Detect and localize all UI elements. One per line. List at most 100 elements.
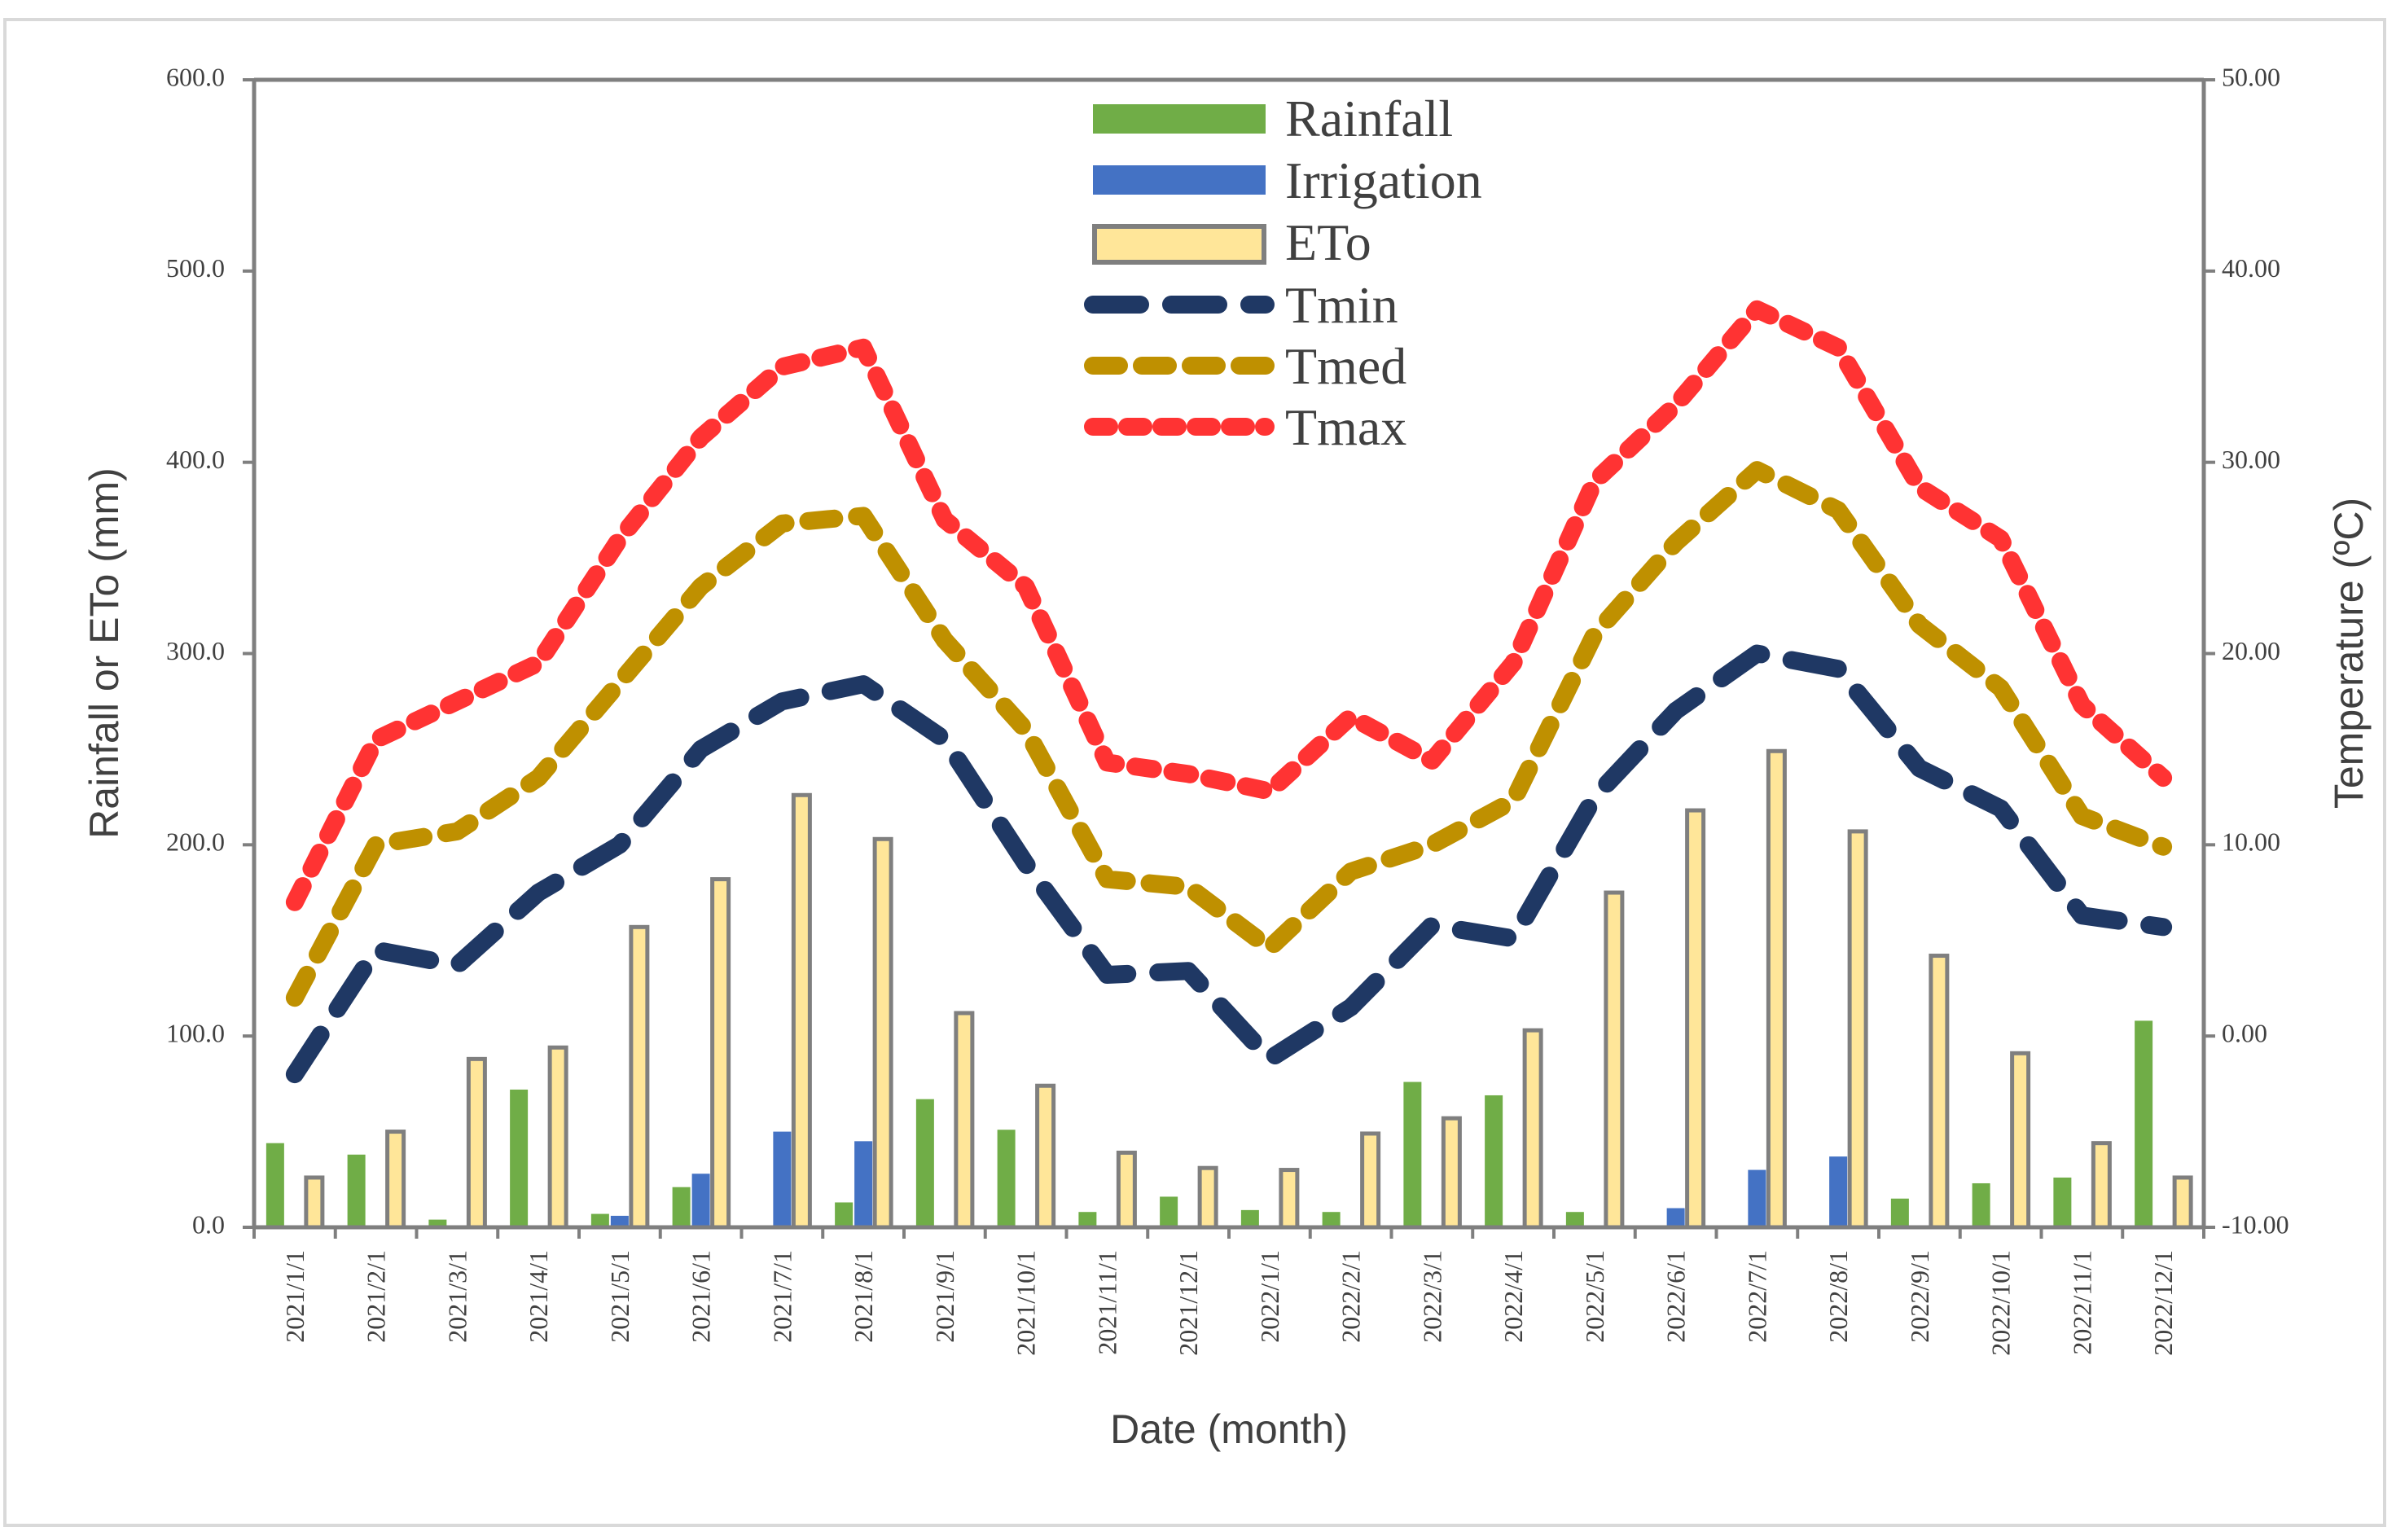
right-tick-label: 20.00 [2222, 636, 2280, 665]
x-tick-label: 2021/8/1 [849, 1250, 878, 1343]
x-tick-label: 2021/5/1 [605, 1250, 634, 1343]
legend-rainfall-label: Rainfall [1285, 90, 1453, 147]
right-tick-labels: -10.00 0.00 10.00 20.00 30.00 40.00 50.00 [2204, 62, 2289, 1239]
legend-eto-label: ETo [1285, 213, 1371, 271]
line-tmax [285, 300, 2173, 911]
bar-eto-2022-4-1 [1522, 1028, 1543, 1230]
legend: Rainfall Irrigation ETo Tmin Tmed Tmax [1084, 90, 1482, 456]
line-tmin [285, 644, 2173, 1084]
left-tick-labels: 0.0 100.0 200.0 300.0 400.0 500.0 600.0 [166, 62, 254, 1239]
bar-rainfall-2021-8-1 [835, 1202, 854, 1227]
right-tick-label: 30.00 [2222, 445, 2280, 474]
x-tick-label: 2022/10/1 [1986, 1250, 2016, 1356]
x-tick-label: 2022/4/1 [1499, 1250, 1528, 1343]
x-tick-label: 2021/7/1 [767, 1250, 796, 1343]
x-tick-label: 2021/11/1 [1092, 1250, 1121, 1355]
bar-rainfall-2022-9-1 [1890, 1198, 1909, 1227]
bar-eto-2021-2-1 [385, 1130, 406, 1230]
lines-layer [285, 300, 2173, 1084]
line-tmed [285, 461, 2173, 1007]
left-tick-label: 600.0 [166, 62, 225, 91]
bar-rainfall-2021-6-1 [672, 1187, 691, 1227]
x-tick-label: 2022/6/1 [1661, 1250, 1691, 1343]
x-tick-label: 2022/2/1 [1336, 1250, 1366, 1343]
bar-eto-2021-11-1 [1116, 1150, 1137, 1230]
bar-eto-2022-8-1 [1847, 829, 1868, 1230]
x-tick-label: 2022/12/1 [2148, 1250, 2178, 1356]
bar-irrigation-2021-7-1 [773, 1131, 792, 1227]
bar-eto-2022-2-1 [1360, 1131, 1381, 1230]
bar-rainfall-2021-5-1 [590, 1213, 609, 1227]
x-tick-label: 2022/7/1 [1742, 1250, 1771, 1343]
bar-rainfall-2022-3-1 [1403, 1082, 1422, 1227]
bar-rainfall-2021-9-1 [915, 1099, 934, 1227]
x-tick-labels: 2021/1/1 2021/2/1 2021/3/1 2021/4/1 2021/5/1… [252, 1227, 2205, 1356]
bar-rainfall-2021-4-1 [510, 1089, 529, 1227]
left-tick-label: 0.0 [192, 1209, 225, 1239]
legend-tmin-label: Tmin [1285, 276, 1398, 334]
x-tick-label: 2022/9/1 [1905, 1250, 1934, 1343]
left-tick-label: 300.0 [166, 636, 225, 665]
bar-eto-2021-12-1 [1197, 1165, 1218, 1230]
bar-eto-2022-12-1 [2172, 1175, 2193, 1230]
right-tick-label: 0.00 [2222, 1019, 2267, 1048]
x-tick-label: 2021/1/1 [280, 1250, 309, 1343]
y-axis-left-title: Rainfall or ETo (mm) [81, 467, 127, 839]
x-tick-label: 2022/11/1 [2067, 1250, 2096, 1355]
legend-rainfall-swatch [1093, 104, 1266, 134]
legend-eto-swatch [1092, 224, 1266, 265]
bar-eto-2022-1-1 [1279, 1168, 1300, 1230]
bar-eto-2021-9-1 [954, 1011, 975, 1230]
x-tick-label: 2021/3/1 [442, 1250, 472, 1343]
bar-eto-2021-5-1 [629, 924, 650, 1230]
bar-eto-2021-8-1 [872, 836, 893, 1230]
right-tick-label: 10.00 [2222, 827, 2280, 857]
x-tick-label: 2021/12/1 [1174, 1250, 1203, 1356]
x-axis-title: Date (month) [1110, 1406, 1348, 1452]
bar-irrigation-2021-6-1 [691, 1174, 710, 1227]
bar-rainfall-2021-3-1 [428, 1219, 447, 1227]
right-tick-label: 50.00 [2222, 62, 2280, 91]
legend-tmed-label: Tmed [1285, 337, 1406, 395]
bar-rainfall-2022-5-1 [1565, 1212, 1584, 1227]
x-tick-label: 2021/9/1 [930, 1250, 959, 1343]
bar-rainfall-2022-10-1 [1972, 1182, 1990, 1227]
bar-rainfall-2021-10-1 [997, 1130, 1016, 1227]
bar-rainfall-2021-12-1 [1160, 1196, 1178, 1227]
bar-irrigation-2021-5-1 [610, 1215, 629, 1227]
x-tick-label: 2021/2/1 [362, 1250, 391, 1343]
bar-eto-2022-9-1 [1929, 954, 1950, 1230]
bar-eto-2021-3-1 [466, 1056, 487, 1230]
bar-eto-2022-5-1 [1604, 890, 1625, 1230]
chart-frame [3, 18, 2386, 1527]
bar-eto-2022-6-1 [1685, 808, 1706, 1230]
x-tick-label: 2021/4/1 [524, 1250, 553, 1343]
x-tick-label: 2022/1/1 [1255, 1250, 1284, 1343]
bar-rainfall-2022-1-1 [1240, 1209, 1259, 1227]
legend-tmax-label: Tmax [1285, 398, 1406, 456]
x-tick-label: 2022/5/1 [1580, 1250, 1609, 1343]
bar-rainfall-2022-4-1 [1485, 1095, 1503, 1227]
left-tick-label: 500.0 [166, 253, 225, 283]
bar-eto-2021-4-1 [547, 1045, 568, 1230]
bar-rainfall-2022-11-1 [2053, 1177, 2072, 1227]
left-tick-label: 100.0 [166, 1019, 225, 1048]
legend-irrigation-swatch [1093, 165, 1266, 195]
x-tick-label: 2021/10/1 [1011, 1250, 1041, 1356]
x-tick-label: 2021/6/1 [687, 1250, 716, 1343]
bar-eto-2021-7-1 [791, 792, 812, 1230]
right-tick-label: -10.00 [2222, 1209, 2289, 1239]
bar-eto-2021-10-1 [1035, 1083, 1056, 1230]
bar-eto-2021-6-1 [710, 877, 731, 1230]
bar-eto-2022-11-1 [2091, 1141, 2112, 1230]
bar-irrigation-2022-8-1 [1829, 1156, 1848, 1227]
bar-rainfall-2021-11-1 [1078, 1212, 1097, 1227]
bar-irrigation-2022-7-1 [1748, 1169, 1766, 1227]
left-tick-label: 200.0 [166, 827, 225, 857]
x-tick-label: 2022/8/1 [1823, 1250, 1853, 1343]
bar-irrigation-2021-8-1 [854, 1141, 873, 1227]
y-axis-right-title: Temperature (ºC) [2326, 498, 2372, 809]
legend-irrigation-label: Irrigation [1285, 151, 1482, 209]
bar-eto-2022-10-1 [2010, 1051, 2031, 1230]
